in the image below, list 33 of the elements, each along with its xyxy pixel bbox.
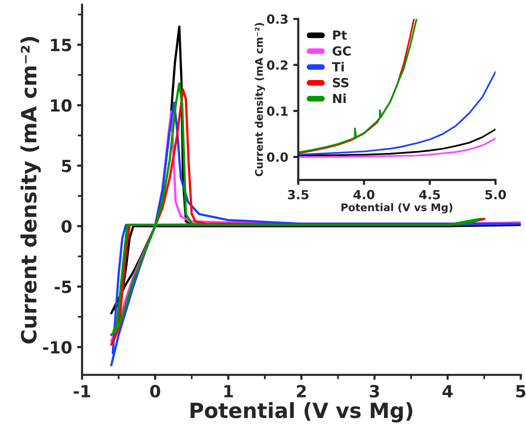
y-tick-label: 0.1 bbox=[266, 106, 288, 116]
y-tick-label: -5 bbox=[54, 280, 72, 294]
y-tick-label: 0.2 bbox=[266, 60, 288, 70]
y-tick-label: 10 bbox=[51, 99, 72, 112]
x-tick-label: 3 bbox=[370, 384, 379, 398]
y-tick-label: 15 bbox=[51, 38, 72, 52]
y-tick-label: -10 bbox=[43, 341, 72, 354]
y-axis-title: Current density (mA cm⁻²) bbox=[20, 36, 41, 344]
x-tick-label: 3.5 bbox=[288, 190, 308, 200]
line-series bbox=[298, 128, 496, 156]
x-tick-label: 5 bbox=[516, 385, 526, 398]
y-tick-label: 5 bbox=[62, 160, 72, 172]
x-tick-label: 4 bbox=[442, 385, 453, 398]
x-tick-label: 4.5 bbox=[419, 190, 440, 200]
y-tick-label: 0.3 bbox=[266, 14, 288, 24]
x-tick-label: -1 bbox=[74, 385, 90, 398]
x-tick-label: 2 bbox=[296, 384, 306, 398]
y-tick-label: 0.0 bbox=[266, 152, 288, 162]
legend-label: Ni bbox=[333, 94, 346, 104]
legend-label: Ti bbox=[332, 62, 344, 72]
y-tick-label: 0 bbox=[62, 220, 72, 233]
x-tick-label: 0 bbox=[150, 384, 160, 398]
x-tick-label: 1 bbox=[224, 385, 233, 398]
x-tick-label: 5.0 bbox=[485, 190, 506, 200]
x-tick-label: 4.0 bbox=[353, 190, 374, 200]
line-series bbox=[298, 138, 496, 158]
x-axis-title: Potential (V vs Mg) bbox=[190, 402, 412, 422]
line-series bbox=[298, 71, 496, 156]
y-axis-title: Current density (mA cm⁻²) bbox=[254, 22, 265, 176]
legend-label: GC bbox=[332, 46, 351, 56]
x-axis-title: Potential (V vs Mg) bbox=[341, 203, 452, 214]
legend-label: Pt bbox=[333, 30, 347, 40]
legend-label: SS bbox=[332, 78, 349, 88]
